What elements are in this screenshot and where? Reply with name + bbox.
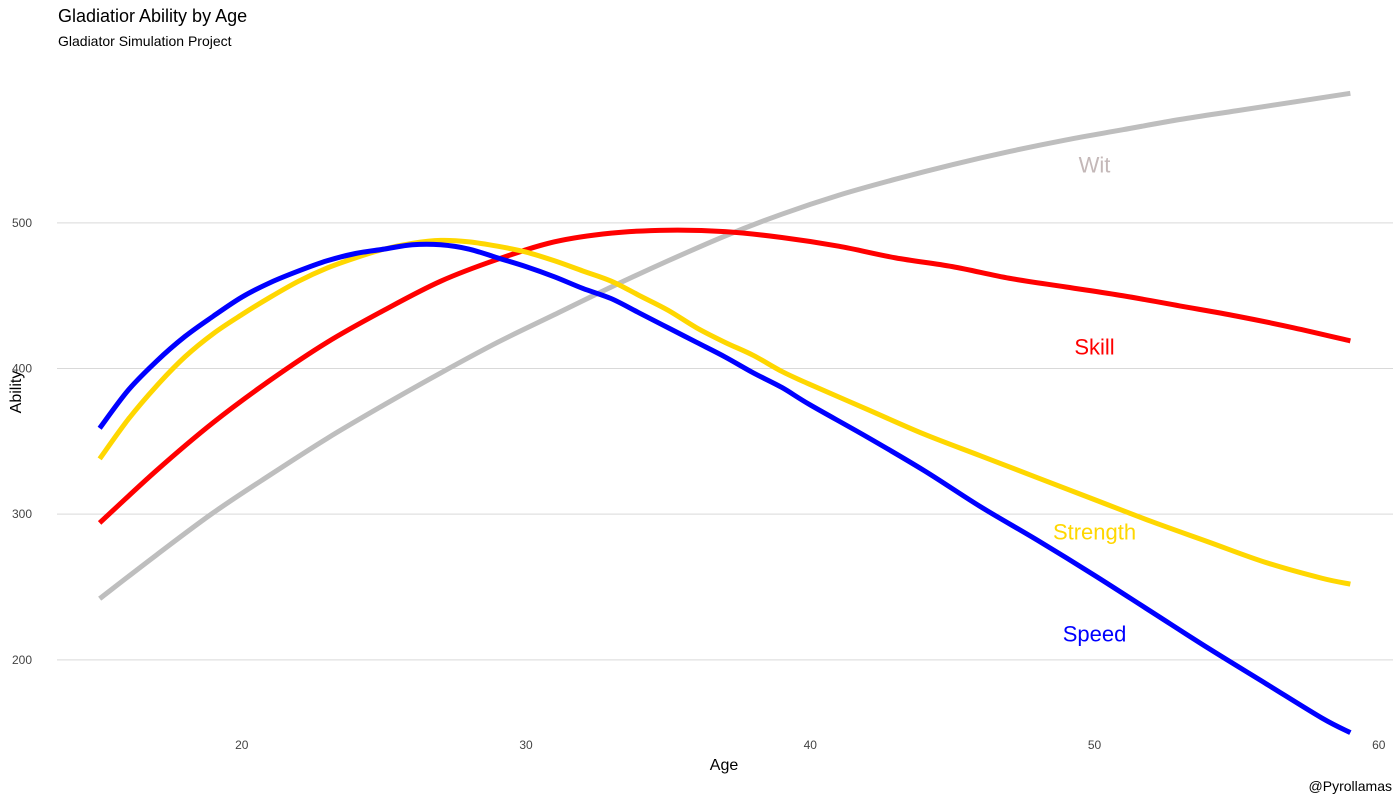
series-label-skill: Skill — [1074, 335, 1114, 360]
x-tick-label: 30 — [519, 738, 533, 752]
y-axis-ticks: 200 300 400 500 — [12, 216, 32, 667]
series-line-strength — [97, 237, 1351, 587]
series-line-skill — [97, 227, 1351, 525]
x-tick-label: 40 — [804, 738, 818, 752]
chart-title: Gladiatior Ability by Age — [58, 6, 248, 26]
grid-lines — [57, 222, 1393, 661]
y-axis-title: Ability — [8, 371, 25, 414]
series-label-strength: Strength — [1053, 520, 1136, 545]
y-tick-label: 500 — [12, 216, 32, 230]
y-tick-label: 300 — [12, 507, 32, 521]
x-tick-label: 50 — [1088, 738, 1102, 752]
series-line-speed — [97, 241, 1352, 735]
chart-subtitle: Gladiator Simulation Project — [58, 33, 232, 49]
series-labels: Wit Skill Strength Speed — [1053, 153, 1136, 647]
series-lines — [97, 90, 1352, 735]
chart-caption: @Pyrollamas — [1308, 778, 1392, 794]
series-label-wit: Wit — [1079, 153, 1111, 178]
series-line-wit — [98, 90, 1351, 601]
x-tick-label: 60 — [1372, 738, 1386, 752]
series-label-speed: Speed — [1063, 622, 1127, 647]
x-tick-label: 20 — [235, 738, 249, 752]
y-tick-label: 200 — [12, 653, 32, 667]
x-axis-ticks: 20 30 40 50 60 — [235, 738, 1386, 752]
x-axis-title: Age — [710, 757, 739, 774]
y-tick-label: 400 — [12, 362, 32, 376]
